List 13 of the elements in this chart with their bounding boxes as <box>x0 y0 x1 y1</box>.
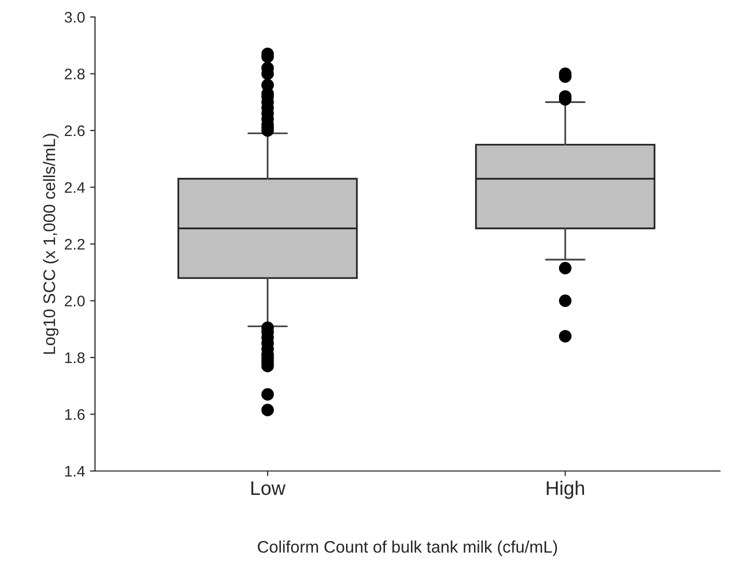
y-tick-label: 1.8 <box>65 352 85 364</box>
y-tick-label: 2.0 <box>64 296 85 306</box>
y-tick-label: 2.8 <box>64 68 85 80</box>
y-tick-label: 2.6 <box>64 125 85 136</box>
y-tick-label: 2.4 <box>64 182 85 193</box>
x-tick-label: High <box>546 480 584 499</box>
y-tick-label: 3.0 <box>64 12 85 23</box>
y-axis-title: Log10 SCC (x 1,000 cells/mL) <box>42 134 58 354</box>
y-tick-label: 1.6 <box>65 409 85 420</box>
x-axis-title: Coliform Count of bulk tank milk (cfu/mL) <box>258 540 557 556</box>
x-tick-label: Low <box>251 481 286 496</box>
y-tick-label: 1.4 <box>65 466 85 477</box>
y-tick-label: 2.2 <box>64 238 85 250</box>
